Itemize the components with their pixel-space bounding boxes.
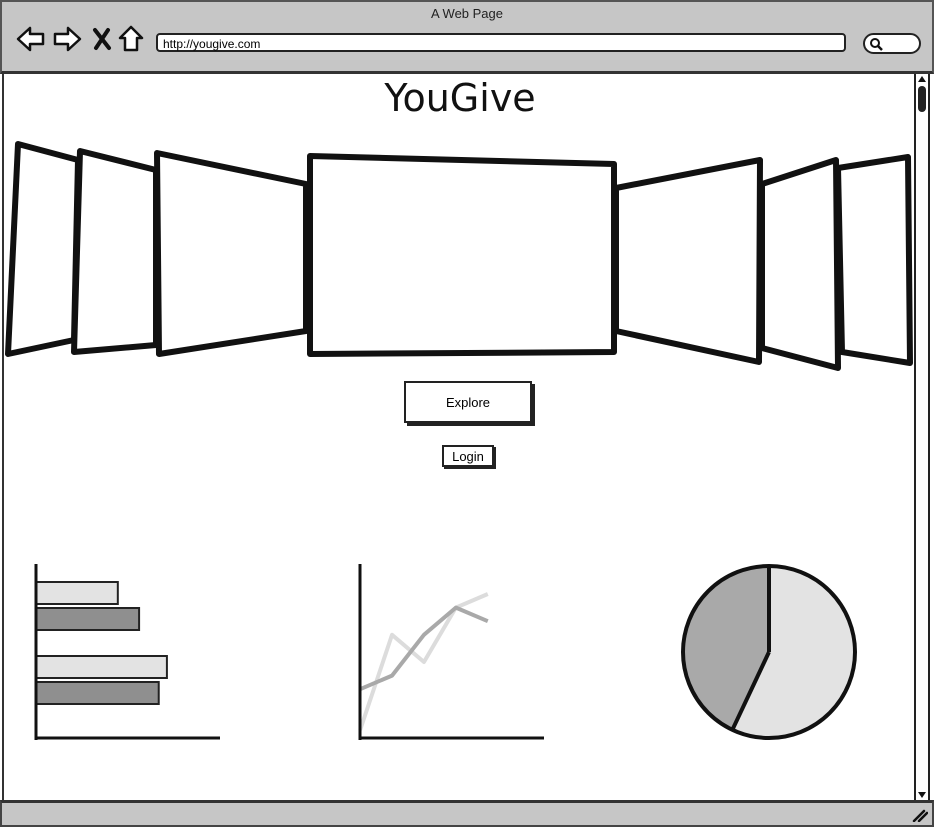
status-bar: [0, 800, 934, 827]
image-carousel[interactable]: [4, 140, 914, 380]
series-line: [358, 592, 489, 731]
window-title: A Web Page: [430, 6, 504, 21]
back-icon[interactable]: [16, 24, 46, 54]
home-icon[interactable]: [118, 24, 144, 54]
carousel-slide: [154, 150, 309, 357]
bar: [35, 581, 119, 605]
search-icon: [870, 38, 883, 51]
pie-slice: [732, 566, 855, 738]
line-chart: [358, 564, 544, 740]
carousel-slide: [835, 154, 913, 366]
bar-chart: [34, 564, 220, 740]
series-line: [359, 605, 489, 692]
carousel-slide: [613, 157, 763, 365]
resize-grip-icon[interactable]: [912, 808, 928, 822]
bar: [35, 607, 141, 631]
search-input[interactable]: [863, 33, 921, 54]
close-icon[interactable]: [90, 24, 114, 54]
bar: [35, 681, 160, 705]
scroll-down-icon[interactable]: [916, 790, 928, 800]
browser-toolbar: A Web Page http://yougive.com: [0, 0, 934, 74]
scroll-up-icon[interactable]: [916, 74, 928, 84]
login-button[interactable]: Login: [442, 445, 494, 467]
forward-icon[interactable]: [52, 24, 82, 54]
carousel-slide: [5, 141, 81, 357]
pie-chart: [681, 564, 857, 740]
slice-divider: [730, 651, 771, 731]
carousel-slide: [759, 157, 841, 371]
carousel-slide: [71, 148, 159, 355]
vertical-scrollbar[interactable]: [914, 74, 930, 800]
url-input[interactable]: http://yougive.com: [156, 33, 846, 52]
scroll-thumb[interactable]: [918, 86, 926, 112]
page-content: YouGive Explore Login: [2, 74, 914, 800]
pie-slice: [683, 566, 769, 730]
explore-button[interactable]: Explore: [404, 381, 532, 423]
bar: [35, 655, 168, 679]
carousel-slide: [307, 153, 617, 357]
page-title: YouGive: [384, 76, 536, 120]
pie-outline: [681, 564, 857, 740]
